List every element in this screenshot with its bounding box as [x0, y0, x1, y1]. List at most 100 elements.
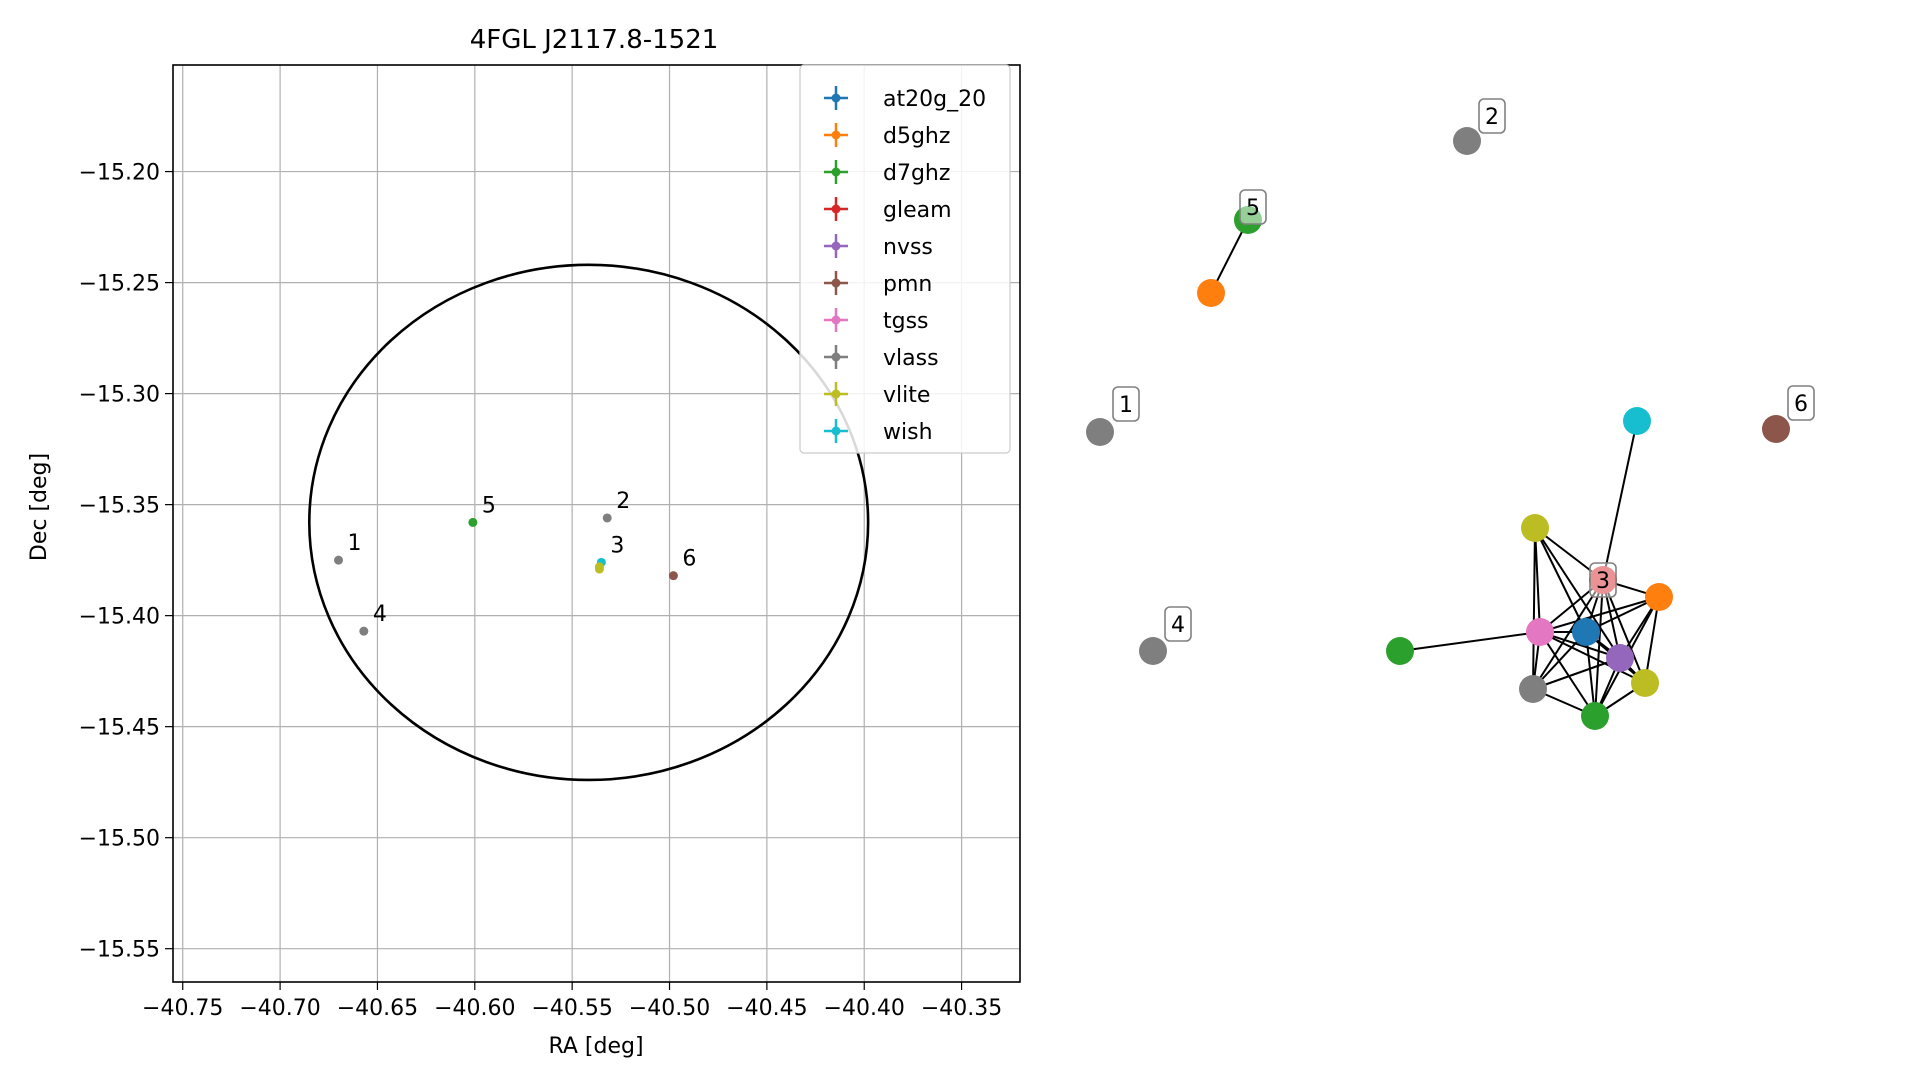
- legend-entry: vlass: [824, 345, 939, 371]
- graph-node: [1581, 702, 1609, 730]
- point-label: 3: [610, 533, 624, 558]
- node-label-box: [1787, 385, 1815, 421]
- legend-marker-dot: [831, 278, 841, 288]
- point-label: 1: [348, 531, 362, 556]
- graph-node: [1386, 637, 1414, 665]
- nodes-layer: [1086, 127, 1790, 730]
- plot-title: 4FGL J2117.8-1521: [470, 25, 719, 55]
- legend-marker-dot: [831, 130, 841, 140]
- graph-node: [1572, 618, 1600, 646]
- node-label-text: 6: [1794, 392, 1808, 417]
- y-axis-label: Dec [deg]: [27, 453, 52, 561]
- x-tick-label: −40.60: [434, 996, 515, 1021]
- graph-node-label: 1: [1112, 386, 1140, 422]
- graph-node: [1645, 583, 1673, 611]
- error-ellipse-layer: [307, 263, 870, 782]
- points-layer: 1 2 3 4 5 6: [334, 489, 696, 636]
- graph-node: [1631, 669, 1659, 697]
- node-label-box: [1589, 562, 1617, 598]
- axes-frame: [172, 64, 1021, 983]
- legend-box: [799, 64, 1011, 454]
- x-tick-label: −40.40: [824, 996, 905, 1021]
- data-point: [334, 555, 344, 565]
- node-label-text: 4: [1171, 613, 1185, 638]
- graph-edge: [1532, 579, 1604, 690]
- graph-edge: [1644, 596, 1660, 684]
- network-graph: 1 2 5 4 6 3: [1086, 98, 1815, 730]
- graph-edge: [1585, 631, 1596, 717]
- legend-marker-dot: [831, 93, 841, 103]
- x-tick-label: −40.55: [531, 996, 612, 1021]
- data-point: [468, 517, 478, 527]
- y-tick-label: −15.20: [79, 161, 160, 186]
- graph-edge: [1539, 631, 1596, 717]
- graph-node-label: 4: [1164, 606, 1192, 642]
- graph-node-label: 5: [1239, 189, 1267, 225]
- data-point: [594, 564, 604, 574]
- node-label-box: [1478, 98, 1506, 134]
- x-axis-label: RA [deg]: [548, 1034, 643, 1059]
- graph-edge: [1534, 527, 1621, 659]
- x-tick-label: −40.35: [921, 996, 1002, 1021]
- legend-entry: nvss: [824, 234, 933, 260]
- graph-node: [1519, 675, 1547, 703]
- legend-label: tgss: [883, 309, 929, 334]
- graph-node: [1762, 415, 1790, 443]
- legend-label: vlite: [883, 383, 930, 408]
- y-tick-label: −15.55: [79, 938, 160, 963]
- graph-node-label: 3: [1589, 562, 1617, 598]
- node-label-box: [1112, 386, 1140, 422]
- legend-marker-dot: [831, 426, 841, 436]
- graph-edge: [1399, 631, 1541, 652]
- graph-edge: [1532, 657, 1621, 690]
- graph-node: [1606, 644, 1634, 672]
- point-label: 6: [682, 547, 696, 572]
- y-tick-label: −15.35: [79, 494, 160, 519]
- x-tick-label: −40.75: [142, 996, 223, 1021]
- legend-marker-dot: [831, 389, 841, 399]
- legend-entry: pmn: [824, 271, 932, 297]
- legend-entry: d5ghz: [824, 123, 950, 149]
- legend: at20g_20 d5ghz d7ghz gleam nvss pmn tgss vlass v…: [799, 64, 1011, 454]
- legend-label: at20g_20: [883, 87, 986, 112]
- node-label-text: 2: [1485, 105, 1499, 130]
- graph-node-label: 2: [1478, 98, 1506, 134]
- node-label-box: [1164, 606, 1192, 642]
- graph-edge: [1539, 631, 1621, 659]
- grid: [173, 65, 1020, 982]
- y-tick-label: −15.40: [79, 605, 160, 630]
- legend-entry: gleam: [824, 197, 952, 223]
- graph-edge: [1594, 579, 1604, 717]
- legend-entry: wish: [824, 419, 933, 445]
- legend-entry: tgss: [824, 308, 929, 334]
- graph-edge: [1534, 527, 1587, 633]
- graph-node: [1453, 127, 1481, 155]
- data-point: [359, 626, 369, 636]
- legend-label: wish: [883, 420, 933, 445]
- graph-node: [1623, 407, 1651, 435]
- point-label: 2: [616, 489, 630, 514]
- legend-label: pmn: [883, 272, 932, 297]
- graph-node: [1197, 279, 1225, 307]
- y-tick-label: −15.25: [79, 272, 160, 297]
- legend-marker-dot: [831, 204, 841, 214]
- y-tick-label: −15.30: [79, 383, 160, 408]
- graph-node: [1526, 618, 1554, 646]
- legend-label: vlass: [883, 346, 939, 371]
- x-tick-label: −40.65: [337, 996, 418, 1021]
- data-point: [602, 513, 612, 523]
- x-tick-label: −40.45: [726, 996, 807, 1021]
- legend-label: d5ghz: [883, 124, 950, 149]
- legend-label: nvss: [883, 235, 933, 260]
- graph-node: [1086, 418, 1114, 446]
- graph-node: [1139, 637, 1167, 665]
- graph-edge: [1602, 420, 1638, 581]
- legend-marker-dot: [831, 315, 841, 325]
- legend-label: d7ghz: [883, 161, 950, 186]
- data-point: [668, 571, 678, 581]
- legend-marker-dot: [831, 167, 841, 177]
- legend-entry: d7ghz: [824, 160, 950, 186]
- legend-label: gleam: [883, 198, 952, 223]
